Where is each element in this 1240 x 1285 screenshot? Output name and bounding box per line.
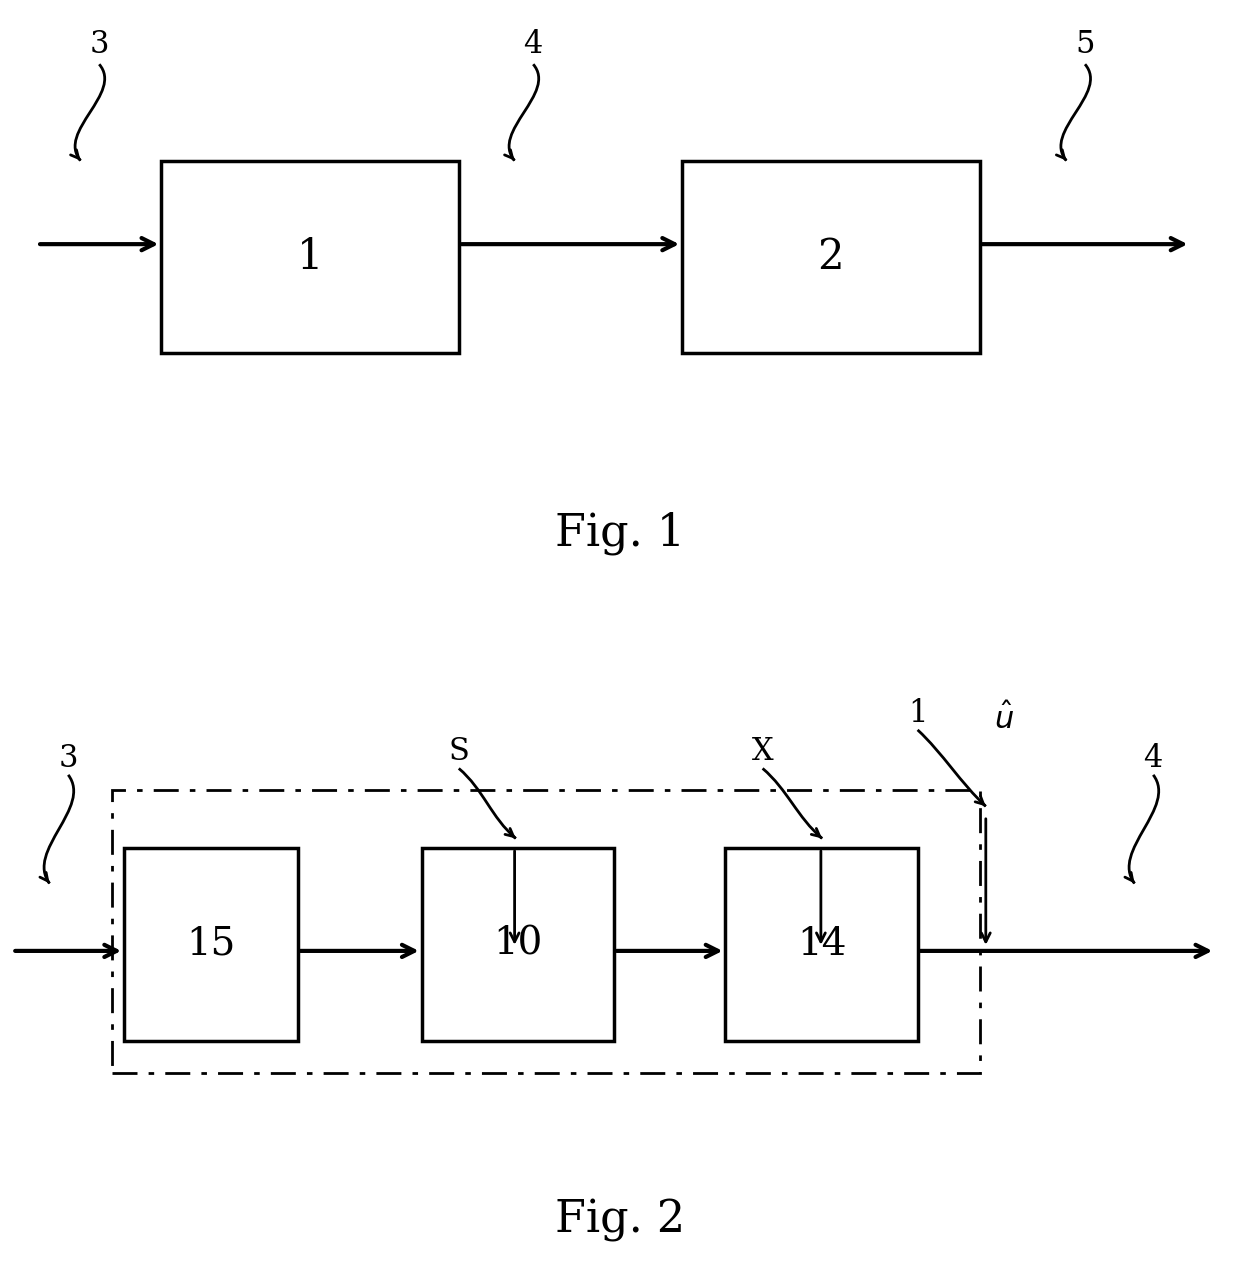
Bar bbox=[112, 790, 980, 1073]
Text: X: X bbox=[751, 736, 774, 767]
Text: 1: 1 bbox=[908, 698, 928, 729]
Bar bbox=[124, 848, 298, 1041]
Text: 15: 15 bbox=[186, 926, 236, 962]
Text: 1: 1 bbox=[296, 236, 324, 278]
Text: 3: 3 bbox=[89, 30, 109, 60]
Bar bbox=[682, 161, 980, 353]
Bar bbox=[422, 848, 614, 1041]
Bar bbox=[725, 848, 918, 1041]
Text: 2: 2 bbox=[817, 236, 844, 278]
Text: 4: 4 bbox=[1143, 743, 1163, 774]
Bar bbox=[161, 161, 459, 353]
Text: 4: 4 bbox=[523, 30, 543, 60]
Text: 3: 3 bbox=[58, 743, 78, 774]
Text: Fig. 2: Fig. 2 bbox=[556, 1199, 684, 1243]
Text: 14: 14 bbox=[797, 926, 846, 962]
Text: Fig. 1: Fig. 1 bbox=[556, 511, 684, 555]
Text: 5: 5 bbox=[1075, 30, 1095, 60]
Text: 10: 10 bbox=[494, 926, 542, 962]
Text: S: S bbox=[449, 736, 469, 767]
Text: $\hat{u}$: $\hat{u}$ bbox=[994, 703, 1014, 736]
